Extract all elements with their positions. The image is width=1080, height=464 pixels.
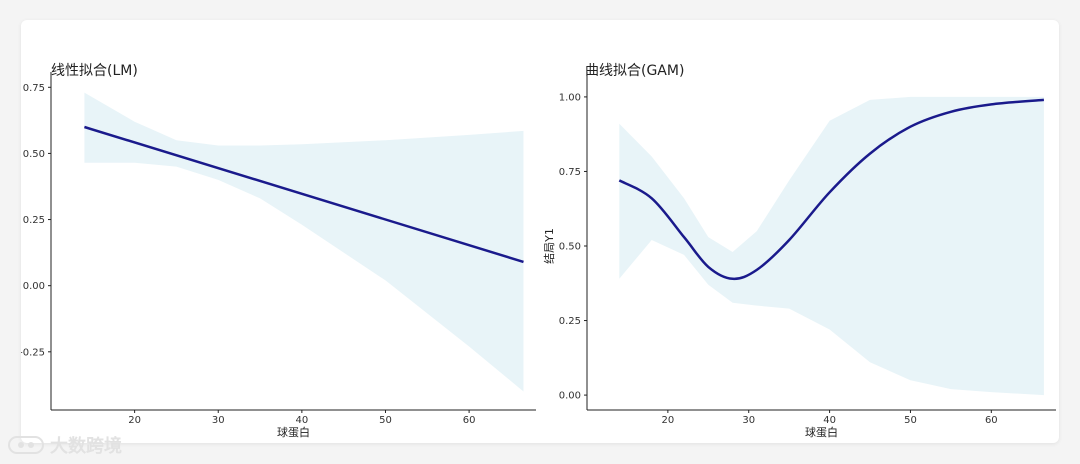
x-tick-label: 40 xyxy=(823,415,836,426)
confidence-band xyxy=(84,92,524,392)
x-tick-label: 60 xyxy=(463,415,476,426)
x-axis-label: 球蛋白 xyxy=(277,425,310,439)
watermark: 大数跨境 xyxy=(8,432,122,458)
x-tick-label: 20 xyxy=(661,415,674,426)
x-tick-label: 30 xyxy=(212,415,225,426)
chart-card: 线性拟合(LM) 0.75 0.50 0.25 0.00 -0.25 20 30 40 50 60 球… xyxy=(21,20,1059,443)
x-tick-label: 50 xyxy=(904,415,917,426)
x-tick-label: 30 xyxy=(742,415,755,426)
charts-svg: 线性拟合(LM) 0.75 0.50 0.25 0.00 -0.25 20 30 40 50 60 球… xyxy=(21,63,1056,439)
x-tick-label: 60 xyxy=(985,415,998,426)
y-tick-label: 0.00 xyxy=(559,391,581,402)
y-tick-label: 0.75 xyxy=(559,167,581,178)
y-tick-label: 0.25 xyxy=(559,316,581,327)
x-axis-label: 球蛋白 xyxy=(805,425,838,439)
y-axis-label: 结局Y1 xyxy=(543,228,556,264)
x-tick-label: 20 xyxy=(128,415,141,426)
watermark-logo-icon xyxy=(8,436,44,454)
y-tick-label: -0.25 xyxy=(21,347,45,358)
linear-fit-panel: 线性拟合(LM) 0.75 0.50 0.25 0.00 -0.25 20 30 40 50 60 球… xyxy=(21,63,536,439)
fit-line xyxy=(84,125,524,264)
gam-fit-panel: 曲线拟合(GAM) 1.00 0.75 0.50 0.25 0.00 20 30 40 50 60 球… xyxy=(543,63,1056,439)
watermark-text: 大数跨境 xyxy=(50,436,122,457)
y-tick-label: 0.50 xyxy=(23,149,45,160)
y-tick-label: 0.75 xyxy=(23,83,45,94)
x-tick-label: 50 xyxy=(379,415,392,426)
x-tick-label: 40 xyxy=(295,415,308,426)
chart-title: 曲线拟合(GAM) xyxy=(585,63,684,79)
y-tick-label: 1.00 xyxy=(559,92,581,103)
y-tick-label: 0.00 xyxy=(23,281,45,292)
confidence-band xyxy=(619,96,1044,396)
y-tick-label: 0.25 xyxy=(23,215,45,226)
fit-line xyxy=(618,98,1044,281)
y-tick-label: 0.50 xyxy=(559,242,581,253)
chart-title: 线性拟合(LM) xyxy=(51,63,138,79)
